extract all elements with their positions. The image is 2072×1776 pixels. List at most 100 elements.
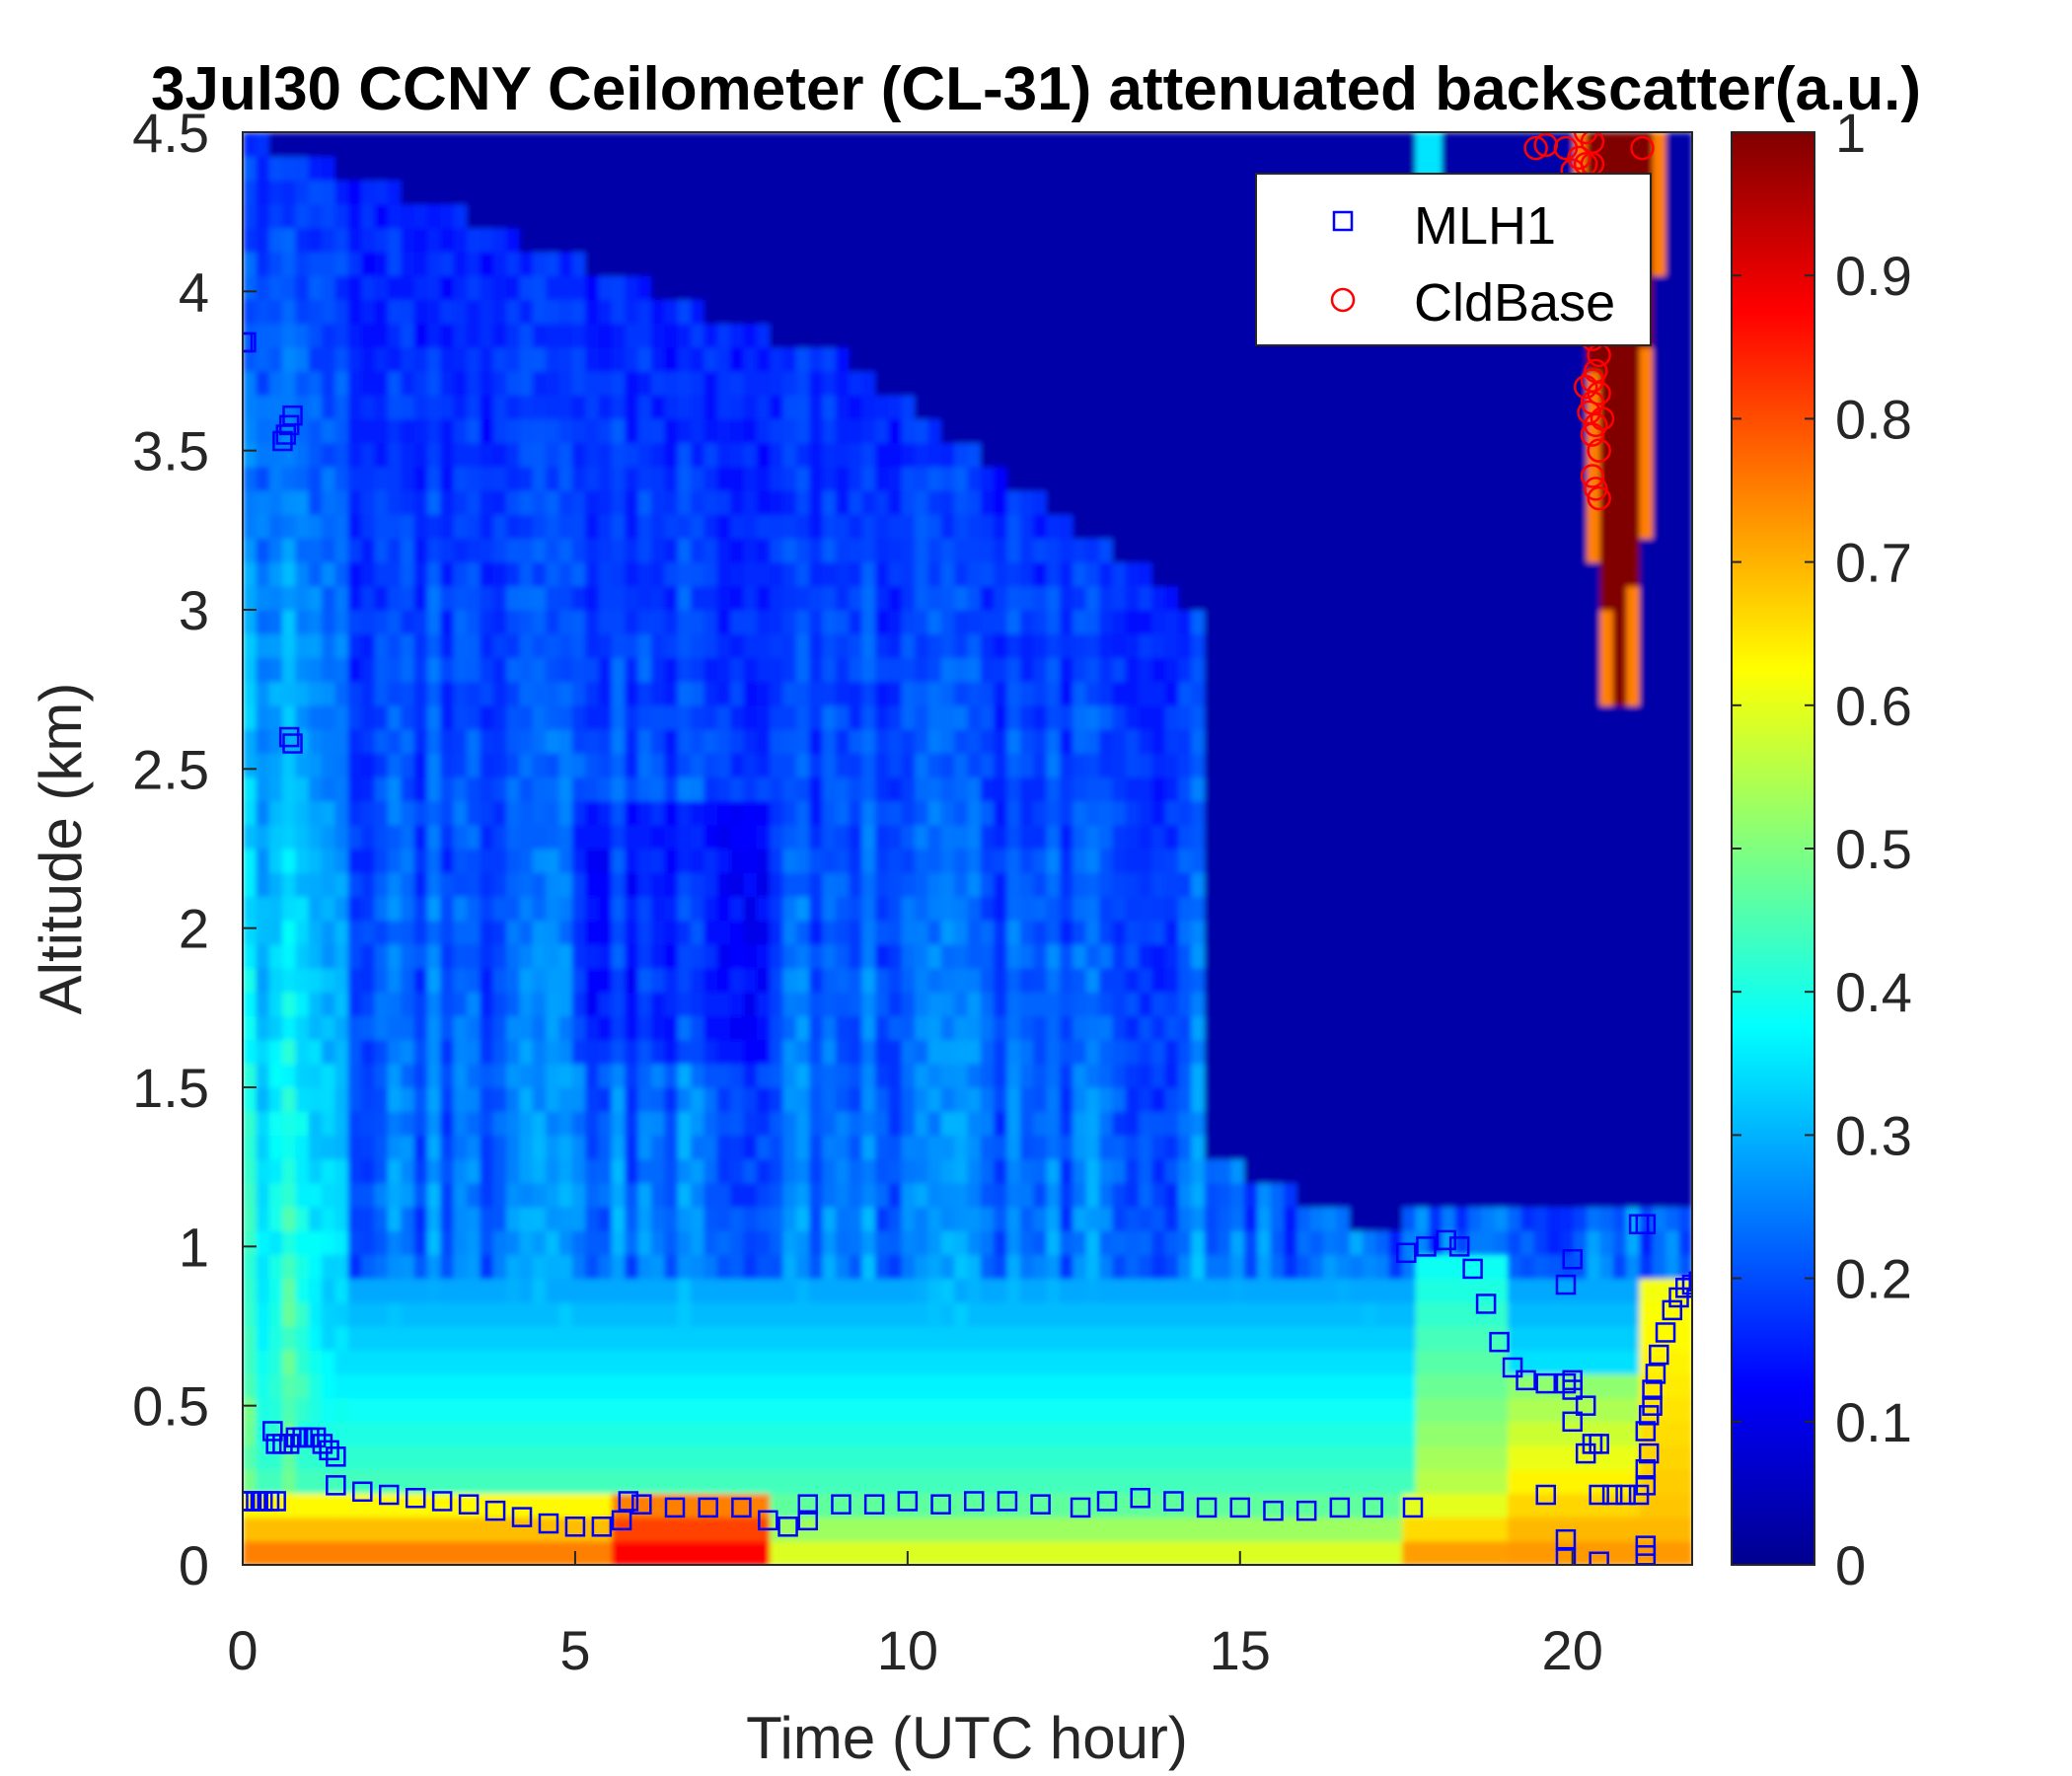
heatmap-cell [637, 466, 652, 491]
heatmap-cell [598, 585, 613, 611]
heatmap-cell [611, 849, 626, 873]
heatmap-cell [1164, 681, 1179, 706]
heatmap-cell [756, 1158, 771, 1184]
heatmap-cell [1296, 1087, 1311, 1112]
heatmap-cell [268, 849, 283, 873]
heatmap-cell [770, 227, 784, 253]
heatmap-cell [1006, 992, 1021, 1016]
heatmap-cell [546, 1039, 560, 1065]
heatmap-cell [915, 849, 929, 873]
heatmap-cell [268, 1517, 283, 1542]
heatmap-cell [1191, 156, 1206, 181]
heatmap-cell [849, 490, 863, 515]
heatmap-cell [256, 1182, 270, 1208]
heatmap-cell [401, 777, 415, 802]
heatmap-cell [677, 180, 692, 205]
heatmap-cell [611, 943, 626, 969]
heatmap-cell [347, 800, 362, 826]
heatmap-cell [782, 323, 797, 348]
heatmap-cell [730, 1301, 745, 1327]
heatmap-cell [480, 704, 494, 730]
heatmap-cell [743, 657, 758, 683]
heatmap-cell [954, 490, 969, 515]
heatmap-cell [770, 1540, 784, 1565]
heatmap-cell [1284, 1254, 1297, 1280]
heatmap-cell [782, 227, 797, 253]
heatmap-cell [1019, 800, 1034, 826]
heatmap-cell [268, 299, 283, 325]
heatmap-cell [1191, 1015, 1206, 1041]
heatmap-cell [467, 418, 481, 444]
heatmap-cell [282, 1158, 297, 1184]
heatmap-cell [453, 1350, 468, 1374]
heatmap-cell [347, 299, 362, 325]
heatmap-cell [1046, 920, 1061, 945]
heatmap-cell [1323, 1421, 1338, 1446]
heatmap-cell [440, 1111, 455, 1136]
heatmap-cell [967, 252, 982, 276]
heatmap-cell [809, 371, 824, 396]
heatmap-cell [413, 1397, 428, 1423]
heatmap-cell [1125, 252, 1140, 276]
heatmap-cell [677, 1135, 692, 1160]
heatmap-cell [730, 849, 745, 873]
heatmap-cell [625, 1326, 639, 1351]
heatmap-cell [453, 657, 468, 683]
heatmap-cell [1336, 1445, 1351, 1470]
heatmap-cell [691, 227, 704, 253]
heatmap-cell [1046, 1445, 1061, 1470]
heatmap-cell [861, 943, 876, 969]
heatmap-cell [1257, 1469, 1272, 1494]
heatmap-cell [1006, 227, 1021, 253]
heatmap-cell [1099, 418, 1113, 444]
heatmap-cell [849, 1015, 863, 1041]
heatmap-cell [927, 729, 942, 754]
heatmap-cell [875, 943, 889, 969]
heatmap-cell [585, 1158, 600, 1184]
heatmap-cell [585, 800, 600, 826]
heatmap-cell [954, 1254, 969, 1280]
heatmap-cell [1243, 1278, 1258, 1303]
heatmap-cell [994, 466, 1008, 491]
heatmap-cell [532, 800, 547, 826]
heatmap-cell [1046, 275, 1061, 300]
heatmap-cell [730, 824, 745, 850]
heatmap-cell [467, 1158, 481, 1184]
heatmap-cell [888, 1445, 903, 1470]
heatmap-cell [1178, 227, 1193, 253]
heatmap-cell [809, 1469, 824, 1494]
heatmap-cell [743, 753, 758, 777]
heatmap-cell [1151, 514, 1166, 539]
heatmap-cell [1257, 561, 1272, 587]
heatmap-cell [243, 657, 257, 683]
heatmap-cell [546, 657, 560, 683]
heatmap-cell [1125, 346, 1140, 372]
heatmap-cell [1270, 610, 1285, 634]
heatmap-cell [730, 896, 745, 922]
heatmap-cell [361, 156, 376, 181]
heatmap-cell [1204, 1087, 1219, 1112]
heatmap-cell [1204, 849, 1219, 873]
heatmap-cell [1099, 561, 1113, 587]
heatmap-cell [861, 371, 876, 396]
heatmap-cell [1033, 514, 1048, 539]
heatmap-cell [243, 1373, 257, 1399]
heatmap-cell [782, 896, 797, 922]
heatmap-cell [743, 371, 758, 396]
heatmap-cell [1019, 371, 1034, 396]
heatmap-cell [664, 1087, 679, 1112]
heatmap-cell [322, 1135, 336, 1160]
heatmap-cell [1284, 657, 1297, 683]
heatmap-cell [347, 633, 362, 658]
heatmap-cell [1085, 920, 1100, 945]
heatmap-cell [835, 132, 850, 157]
heatmap-cell [1112, 132, 1127, 157]
heatmap-cell [940, 1421, 955, 1446]
heatmap-cell [256, 968, 270, 993]
heatmap-cell [1296, 490, 1311, 515]
heatmap-cell [401, 1063, 415, 1088]
heatmap-cell [1085, 514, 1100, 539]
heatmap-cell [282, 371, 297, 396]
heatmap-cell [519, 1182, 534, 1208]
heatmap-cell [770, 681, 784, 706]
